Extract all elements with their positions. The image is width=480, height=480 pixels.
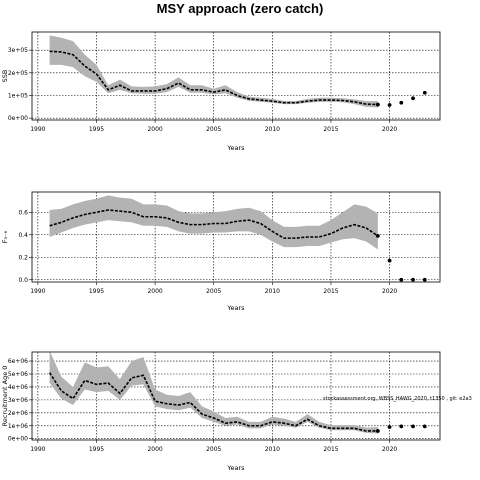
x-tick-label: 2000	[147, 288, 162, 295]
projection-point	[422, 277, 427, 282]
last-estimate-point	[375, 102, 380, 107]
x-tick-label: 2000	[147, 126, 162, 133]
projection-point	[411, 424, 415, 429]
y-tick-label: 2e+06	[8, 410, 28, 417]
projection-point	[399, 100, 404, 105]
projection-point	[399, 424, 404, 429]
y-axis-title: F₃₋₆	[1, 230, 9, 243]
x-tick-label: 2005	[206, 288, 221, 295]
y-tick-label: 1e+05	[8, 93, 28, 100]
projection-point	[422, 90, 427, 95]
plot-frame	[31, 31, 441, 121]
fishing-mortality-panel: 1990 1995 2000 2005 2010 2015 2020 0.0 0.2 0.4 0.6…	[1, 191, 441, 312]
ssb-panel: 1990 1995 2000 2005 2010 2015 2020 0e+00 1e+05 2e…	[1, 31, 441, 152]
y-axis-title: Recruitment Age 0	[1, 366, 9, 427]
last-estimate-point	[375, 429, 380, 433]
y-axis-title: SSB	[1, 70, 9, 83]
y-tick-label: 0.6	[18, 209, 28, 216]
y-tick-label: 0.2	[18, 254, 28, 261]
x-axis-title: Years	[226, 304, 245, 312]
projection-point	[387, 425, 392, 429]
x-tick-label: 1995	[89, 446, 104, 453]
confidence-band	[49, 195, 378, 250]
x-tick-label: 2015	[323, 288, 338, 295]
x-tick-label: 1990	[30, 288, 45, 295]
y-tick-label: 3e+06	[8, 397, 28, 404]
x-tick-label: 2015	[323, 126, 338, 133]
estimate-line	[49, 50, 378, 106]
x-tick-label: 1990	[30, 446, 45, 453]
x-tick-label: 1990	[30, 126, 45, 133]
x-tick-label: 2010	[265, 288, 280, 295]
source-note: stockassessment.org, WBSS_HAWG_2020, t13…	[323, 396, 472, 402]
x-tick-label: 2020	[382, 446, 397, 453]
x-tick-label: 2010	[265, 126, 280, 133]
y-tick-label: 0e+00	[8, 115, 28, 122]
y-tick-label: 5e+06	[8, 371, 28, 378]
y-tick-label: 0.4	[18, 232, 28, 239]
estimate-line	[48, 372, 378, 432]
plot-frame	[31, 191, 441, 283]
estimate-line	[49, 209, 379, 239]
x-tick-label: 2005	[206, 446, 221, 453]
last-estimate-point	[375, 233, 380, 238]
y-tick-label: 6e+06	[8, 358, 28, 365]
x-tick-label: 1995	[89, 126, 104, 133]
plot-frame	[31, 351, 441, 441]
x-axis-title: Years	[226, 144, 245, 152]
y-tick-label: 0e+00	[8, 436, 28, 443]
y-tick-label: 0.0	[18, 277, 28, 284]
y-tick-label: 4e+06	[8, 384, 28, 391]
x-tick-label: 2020	[382, 126, 397, 133]
y-tick-label: 3e+05	[8, 47, 28, 54]
x-tick-label: 2010	[265, 446, 280, 453]
x-tick-label: 2005	[206, 126, 221, 133]
confidence-band	[49, 35, 378, 108]
x-tick-label: 1995	[89, 288, 104, 295]
chart-title: MSY approach (zero catch)	[156, 1, 324, 16]
projection-point	[387, 258, 392, 263]
projection-point	[411, 96, 415, 101]
projection-point	[411, 277, 415, 282]
y-tick-label: 2e+05	[8, 70, 28, 77]
x-tick-label: 2015	[323, 446, 338, 453]
projection-point	[387, 103, 392, 107]
projection-point	[399, 277, 404, 282]
recruitment-panel: 1990 1995 2000 2005 2010 2015 2020 0e+00 1e+06 2e…	[1, 350, 472, 472]
x-tick-label: 2020	[382, 288, 397, 295]
confidence-band	[49, 350, 378, 434]
x-axis-title: Years	[226, 464, 245, 472]
y-tick-label: 1e+06	[8, 423, 28, 430]
projection-point	[422, 424, 427, 429]
x-tick-label: 2000	[147, 446, 162, 453]
